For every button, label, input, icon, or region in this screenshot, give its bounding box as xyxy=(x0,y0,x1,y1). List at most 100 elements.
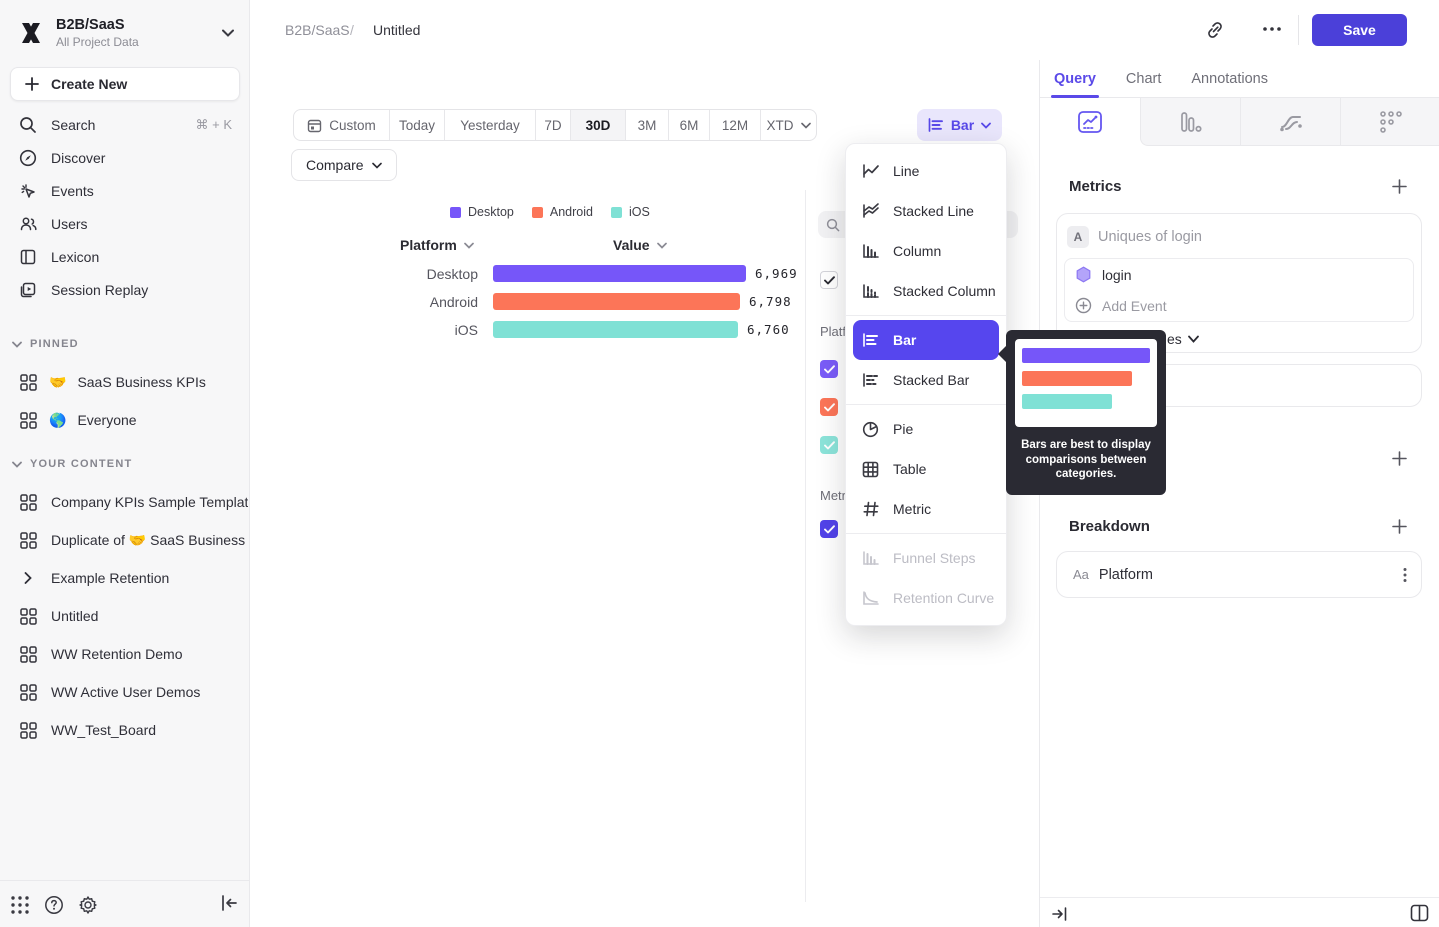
menu-item-line[interactable]: Line xyxy=(846,151,1006,191)
add-event-row[interactable]: Add Event xyxy=(1065,290,1413,321)
sidebar-board-duplicate-saas[interactable]: Duplicate of 🤝 SaaS Business xyxy=(0,521,250,559)
tab-annotations[interactable]: Annotations xyxy=(1191,70,1268,87)
breakdown-card[interactable]: Aa Platform xyxy=(1056,551,1422,598)
menu-item-funnel-steps: Funnel Steps xyxy=(846,538,1006,578)
chevron-right-icon xyxy=(18,572,38,584)
date-range-6m[interactable]: 6M xyxy=(669,110,710,140)
legend-item-ios[interactable]: iOS xyxy=(610,205,650,219)
series-checkbox-desktop[interactable] xyxy=(820,360,838,378)
series-checkbox-android[interactable] xyxy=(820,398,838,416)
sidebar-board-ww-active-user-demos[interactable]: WW Active User Demos xyxy=(0,673,250,711)
bar-value-label: 6,798 xyxy=(749,294,792,309)
select-all-checkbox[interactable] xyxy=(820,271,838,289)
date-range-12m[interactable]: 12M xyxy=(710,110,761,140)
gear-icon[interactable] xyxy=(78,895,98,915)
copy-link-icon[interactable] xyxy=(1205,20,1225,40)
sidebar-item-discover[interactable]: Discover xyxy=(0,141,250,174)
chart-type-button[interactable]: Bar xyxy=(917,109,1002,141)
add-metric-icon[interactable] xyxy=(1392,179,1407,194)
column-header-value[interactable]: Value xyxy=(613,237,667,253)
date-range-3m[interactable]: 3M xyxy=(626,110,669,140)
menu-item-pie[interactable]: Pie xyxy=(846,409,1006,449)
add-filter-icon[interactable] xyxy=(1392,451,1407,466)
apps-grid-icon[interactable] xyxy=(10,895,30,915)
report-tab-retention[interactable] xyxy=(1340,98,1439,146)
report-tab-insights[interactable] xyxy=(1040,98,1140,146)
sidebar-board-saas-business-kpis[interactable]: 🤝 SaaS Business KPIs xyxy=(0,363,250,401)
create-new-button[interactable]: Create New xyxy=(10,67,240,101)
sidebar-item-session-replay[interactable]: Session Replay xyxy=(0,273,250,306)
menu-item-metric[interactable]: Metric xyxy=(846,489,1006,529)
series-checkbox-metric-a[interactable] xyxy=(820,520,838,538)
column-chart-icon xyxy=(861,243,880,259)
collapse-sidebar-icon[interactable] xyxy=(220,894,238,912)
chart-type-menu: Line Stacked Line Column Stacked Column … xyxy=(845,143,1007,626)
measurement-dropdown-fragment[interactable]: es xyxy=(1167,331,1199,347)
tab-chart[interactable]: Chart xyxy=(1125,70,1162,87)
date-range-today[interactable]: Today xyxy=(390,110,445,140)
workspace-subtitle: All Project Data xyxy=(56,35,139,49)
menu-item-table[interactable]: Table xyxy=(846,449,1006,489)
series-checkbox-ios[interactable] xyxy=(820,436,838,454)
bar-category-label: Desktop xyxy=(426,265,478,282)
board-icon xyxy=(18,531,38,549)
bar-ios[interactable] xyxy=(493,321,738,338)
event-row-login[interactable]: login xyxy=(1065,259,1413,290)
metric-title: Uniques of login xyxy=(1098,229,1202,245)
stacked-column-chart-icon xyxy=(861,283,880,299)
chevron-down-icon xyxy=(981,122,992,129)
check-icon xyxy=(823,364,835,373)
legend-item-android[interactable]: Android xyxy=(531,205,593,219)
bar-chart-icon xyxy=(861,332,880,348)
date-range-yesterday[interactable]: Yesterday xyxy=(445,110,536,140)
sidebar-board-company-kpis[interactable]: Company KPIs Sample Templat xyxy=(0,483,250,521)
menu-item-stacked-bar[interactable]: Stacked Bar xyxy=(846,360,1006,400)
menu-item-retention-curve: Retention Curve xyxy=(846,578,1006,618)
help-icon[interactable] xyxy=(44,895,64,915)
sidebar-item-search[interactable]: Search ⌘ + K xyxy=(0,108,250,141)
bar-desktop[interactable] xyxy=(493,265,746,282)
date-range-xtd[interactable]: XTD xyxy=(761,110,816,140)
kebab-menu-icon[interactable] xyxy=(1403,567,1407,583)
breadcrumb-root[interactable]: B2B/SaaS xyxy=(285,22,350,38)
split-view-icon[interactable] xyxy=(1410,904,1429,922)
your-content-section-header[interactable]: YOUR CONTENT xyxy=(12,457,132,471)
sidebar-item-events[interactable]: Events xyxy=(0,174,250,207)
menu-item-column[interactable]: Column xyxy=(846,231,1006,271)
save-button[interactable]: Save xyxy=(1312,14,1407,46)
date-range-30d[interactable]: 30D xyxy=(571,110,626,140)
board-icon xyxy=(18,721,38,739)
sidebar-item-lexicon[interactable]: Lexicon xyxy=(0,240,250,273)
sidebar-item-users[interactable]: Users xyxy=(0,207,250,240)
bar-android[interactable] xyxy=(493,293,740,310)
date-range-custom[interactable]: Custom xyxy=(294,110,390,140)
report-tab-funnels[interactable] xyxy=(1140,98,1240,146)
sidebar-board-everyone[interactable]: 🌎 Everyone xyxy=(0,401,250,439)
sidebar-board-ww-retention-demo[interactable]: WW Retention Demo xyxy=(0,635,250,673)
sidebar-board-ww-test-board[interactable]: WW_Test_Board xyxy=(0,711,250,749)
workspace-switcher[interactable]: B2B/SaaS All Project Data xyxy=(10,12,240,54)
report-tab-flows[interactable] xyxy=(1240,98,1340,146)
sidebar-board-untitled[interactable]: Untitled xyxy=(0,597,250,635)
pie-chart-icon xyxy=(861,421,880,438)
column-header-platform[interactable]: Platform xyxy=(400,237,474,253)
cursor-click-icon xyxy=(18,182,38,200)
tooltip-bar xyxy=(1022,371,1133,386)
menu-item-bar[interactable]: Bar xyxy=(853,320,999,360)
date-range-7d[interactable]: 7D xyxy=(536,110,571,140)
tab-query[interactable]: Query xyxy=(1051,60,1099,98)
legend-item-desktop[interactable]: Desktop xyxy=(450,205,514,219)
topbar: B2B/SaaS / Untitled Save xyxy=(250,0,1439,60)
add-breakdown-icon[interactable] xyxy=(1392,519,1407,534)
breadcrumb-current[interactable]: Untitled xyxy=(373,22,421,38)
bar-row-android: Android 6,798 xyxy=(340,293,798,310)
pinned-section-header[interactable]: PINNED xyxy=(12,337,79,351)
menu-item-stacked-column[interactable]: Stacked Column xyxy=(846,271,1006,311)
flows-icon xyxy=(1279,115,1302,131)
sidebar-folder-example-retention[interactable]: Example Retention xyxy=(0,559,250,597)
compare-button[interactable]: Compare xyxy=(291,149,397,181)
menu-item-stacked-line[interactable]: Stacked Line xyxy=(846,191,1006,231)
board-label: WW_Test_Board xyxy=(51,722,157,738)
more-options-icon[interactable] xyxy=(1262,26,1282,32)
expand-panel-icon[interactable] xyxy=(1052,906,1068,922)
